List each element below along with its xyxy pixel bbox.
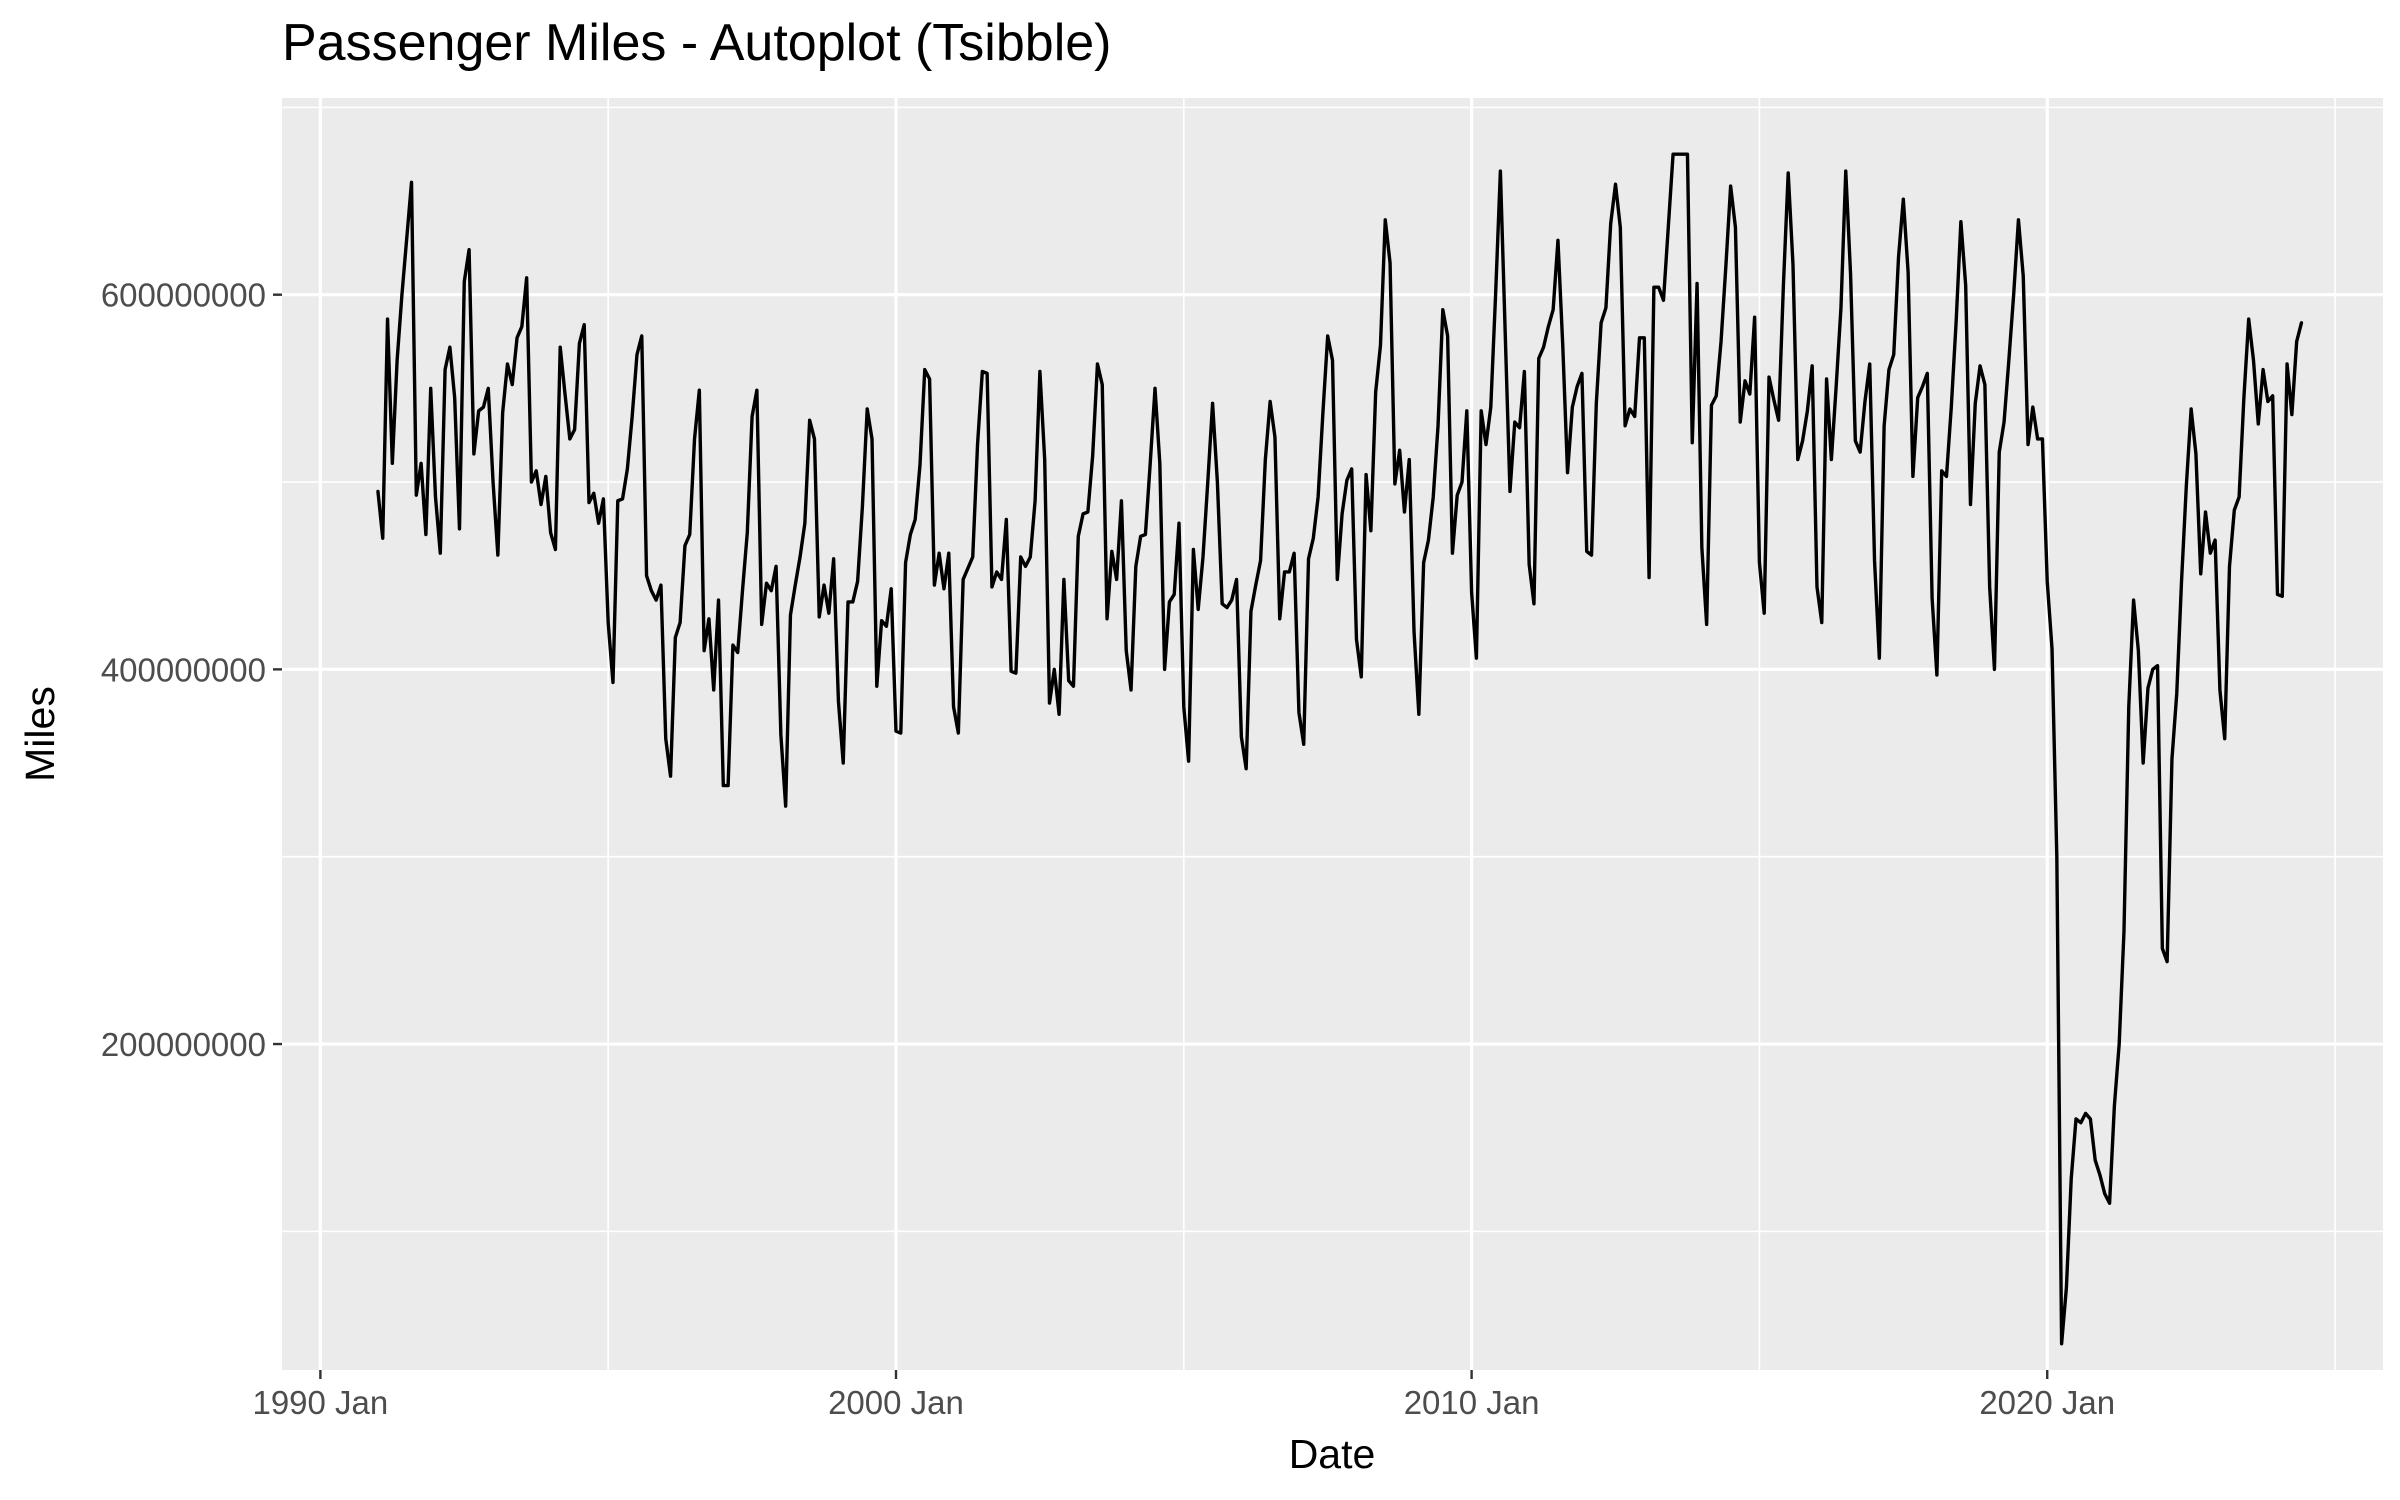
x-tick-label: 2010 Jan <box>1404 1384 1540 1421</box>
x-tick-label: 1990 Jan <box>252 1384 388 1421</box>
y-axis-title: Miles <box>17 686 63 782</box>
major-gridlines <box>282 98 2383 1370</box>
x-axis: 1990 Jan 2000 Jan 2010 Jan 2020 Jan <box>252 1370 2115 1421</box>
x-axis-title: Date <box>1289 1431 1376 1477</box>
x-tick-label: 2000 Jan <box>828 1384 964 1421</box>
x-tick-label: 2020 Jan <box>1979 1384 2115 1421</box>
y-axis: 200000000 400000000 600000000 <box>101 277 282 1063</box>
y-tick-label: 600000000 <box>101 277 266 314</box>
y-tick-label: 400000000 <box>101 651 266 688</box>
y-tick-label: 200000000 <box>101 1026 266 1063</box>
chart-title: Passenger Miles - Autoplot (Tsibble) <box>282 14 1112 72</box>
plot-panel <box>282 98 2383 1370</box>
minor-gridlines <box>282 98 2383 1370</box>
series-line <box>376 152 2304 1346</box>
